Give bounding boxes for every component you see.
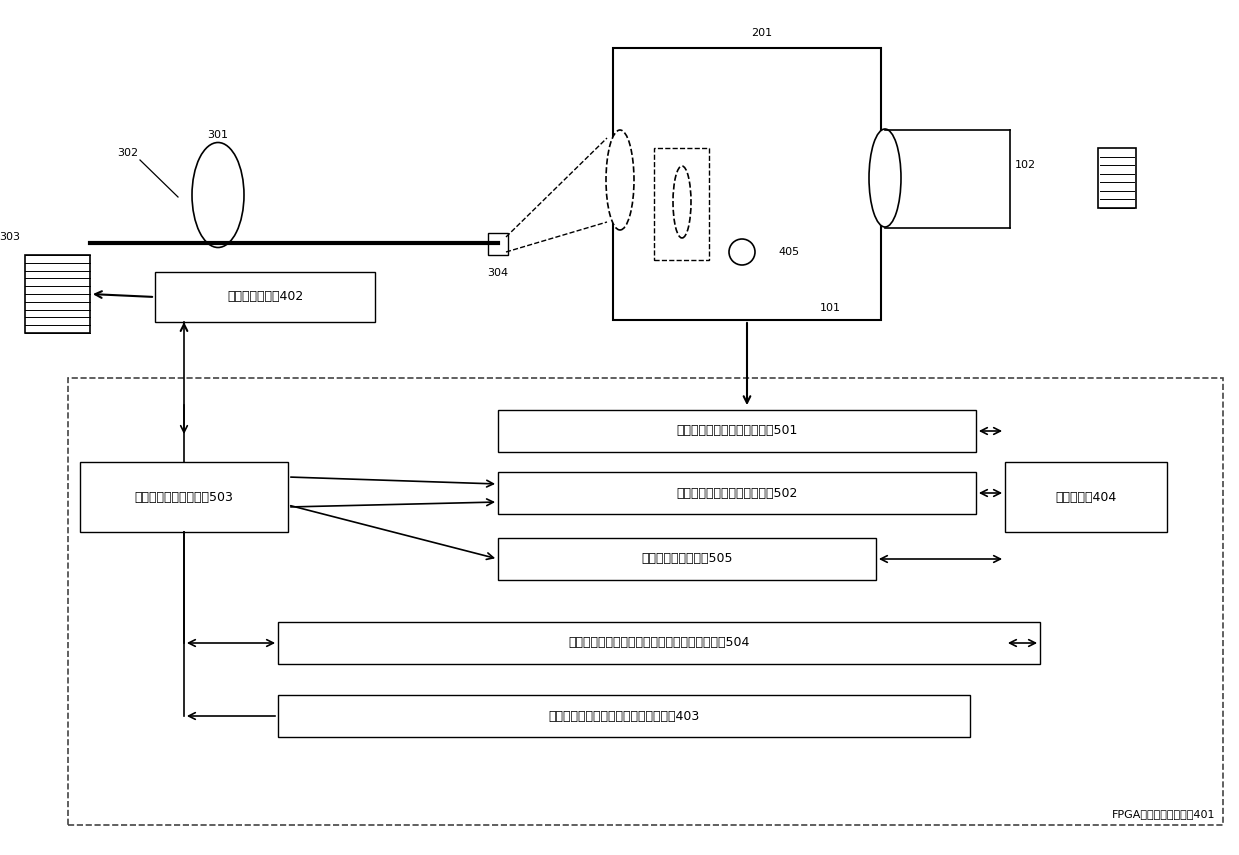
Text: 405: 405 [778, 247, 799, 257]
Bar [278, 622, 1040, 664]
Text: 自动调焦功能控制模块503: 自动调焦功能控制模块503 [135, 491, 233, 504]
Bar [68, 378, 1223, 825]
Text: FPGA嵌入式图像处理器401: FPGA嵌入式图像处理器401 [1111, 809, 1215, 819]
Bar [498, 410, 976, 452]
Text: 红外视频数据的采集处理模块501: 红外视频数据的采集处理模块501 [676, 424, 798, 438]
Ellipse shape [673, 166, 691, 238]
Text: 302: 302 [118, 148, 139, 158]
Text: 图像清晰度评价函数计算模块502: 图像清晰度评价函数计算模块502 [676, 486, 798, 499]
Bar [498, 472, 976, 514]
Text: 动态存储器404: 动态存储器404 [1056, 491, 1116, 504]
Ellipse shape [606, 130, 634, 230]
Bar [1098, 148, 1136, 208]
Bar [488, 233, 508, 255]
Bar [613, 48, 881, 320]
Text: 303: 303 [0, 232, 20, 242]
Circle shape [729, 239, 755, 265]
Bar [654, 148, 709, 260]
Text: 201: 201 [751, 28, 773, 38]
Text: 温度、焦距和图像清晰度评价函数同步采样模块504: 温度、焦距和图像清晰度评价函数同步采样模块504 [569, 636, 750, 650]
Bar [155, 272, 375, 322]
Ellipse shape [869, 129, 901, 227]
Bar [25, 255, 90, 333]
Bar [278, 695, 970, 737]
Bar [1005, 462, 1167, 532]
Text: 304: 304 [487, 268, 508, 278]
Text: 301: 301 [207, 130, 228, 140]
Text: 101: 101 [820, 303, 841, 313]
Bar [498, 538, 876, 580]
Bar [81, 462, 287, 532]
Text: 爬坡算法的实现模块505: 爬坡算法的实现模块505 [642, 552, 732, 565]
Ellipse shape [192, 143, 244, 247]
Text: 电机伺服控制器402: 电机伺服控制器402 [227, 291, 304, 304]
Text: 102: 102 [1015, 160, 1036, 170]
Text: 存储焦距温度补偶参数的非易失存储器403: 存储焦距温度补偶参数的非易失存储器403 [549, 710, 700, 722]
